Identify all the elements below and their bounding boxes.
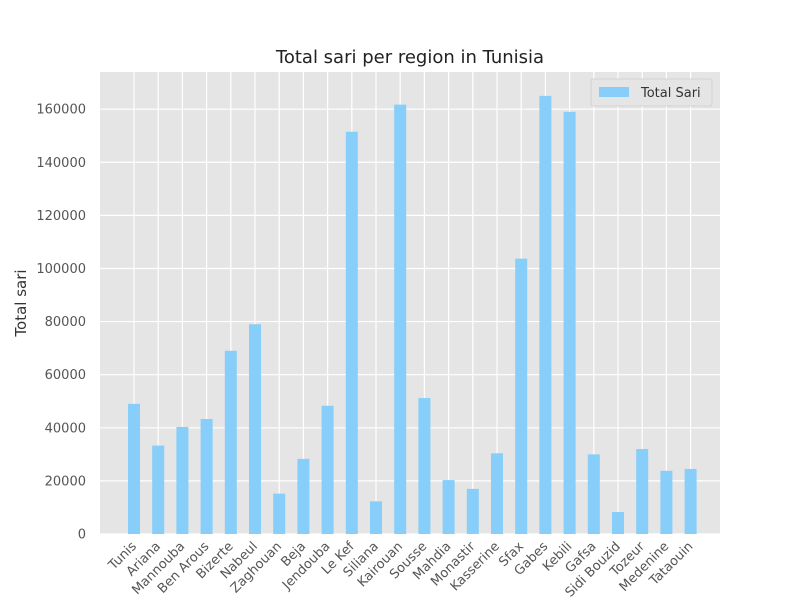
bar-zaghouan <box>273 493 286 534</box>
y-tick-label: 0 <box>78 528 86 543</box>
legend-label: Total Sari <box>640 86 701 101</box>
bar-tozeur <box>636 449 649 534</box>
bar-bizerte <box>224 350 237 534</box>
bars <box>128 95 697 535</box>
bar-jendouba <box>321 405 334 534</box>
bar-nabeul <box>249 324 261 534</box>
bar-tunis <box>128 403 140 534</box>
plot-area <box>100 72 720 534</box>
bar-medenine <box>660 470 673 534</box>
y-tick-label: 160000 <box>36 103 86 118</box>
y-tick-label: 120000 <box>36 209 86 224</box>
bar-ben-arous <box>200 419 213 534</box>
bar-kebili <box>563 111 576 535</box>
y-axis-ticks: 0 20000 40000 60000 80000 100000 120000 140000 1… <box>36 103 86 543</box>
y-axis-title: Total sari <box>12 269 30 337</box>
y-tick-label: 100000 <box>36 262 86 277</box>
legend-box <box>590 78 713 107</box>
bar-beja <box>297 458 310 534</box>
y-tick-label: 140000 <box>36 156 86 171</box>
bar-mannouba <box>176 426 189 534</box>
y-tick-label: 60000 <box>45 368 86 383</box>
bar-monastir <box>466 488 479 534</box>
legend: Total Sari <box>590 78 713 107</box>
bar-sfax <box>515 258 528 534</box>
bar-kairouan <box>394 104 407 534</box>
bar-tataouin <box>684 468 697 534</box>
bar-kasserine <box>491 453 503 534</box>
y-tick-label: 80000 <box>45 315 86 330</box>
y-tick-label: 20000 <box>45 474 86 489</box>
y-tick-label: 40000 <box>45 421 86 436</box>
bar-sousse <box>418 398 431 534</box>
bar-gabes <box>539 95 552 535</box>
bar-gafsa <box>587 454 600 534</box>
bar-mahdia <box>442 480 455 534</box>
bar-siliana <box>370 501 382 534</box>
bar-ariana <box>152 445 165 534</box>
bar-le-kef <box>345 131 358 534</box>
bar-sidi-bouzid <box>612 511 624 534</box>
chart-title: Total sari per region in Tunisia <box>275 47 544 68</box>
legend-swatch <box>599 87 629 97</box>
